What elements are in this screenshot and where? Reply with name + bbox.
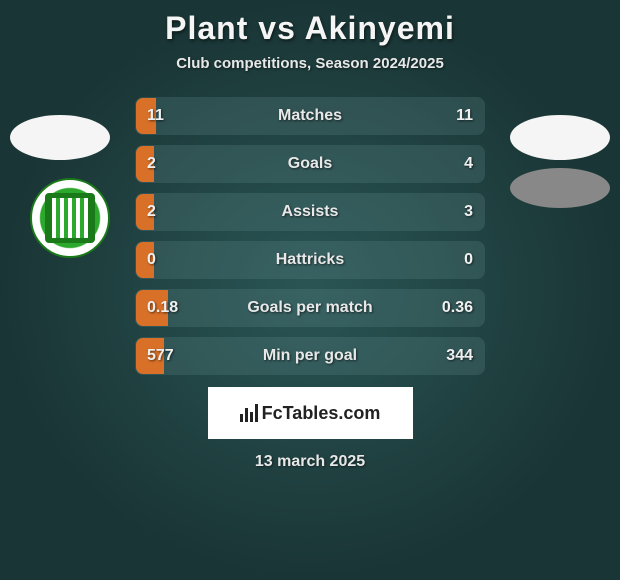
team-badge-left <box>30 178 110 258</box>
stat-row: 577 Min per goal 344 <box>135 337 485 375</box>
stat-row: 2 Goals 4 <box>135 145 485 183</box>
branding-banner[interactable]: FcTables.com <box>208 387 413 439</box>
stat-label: Goals per match <box>247 299 372 317</box>
team-badge-right <box>510 168 610 208</box>
date-label: 13 march 2025 <box>0 453 620 471</box>
player-left-oval <box>10 115 110 160</box>
stat-label: Min per goal <box>263 347 357 365</box>
stat-row: 0 Hattricks 0 <box>135 241 485 279</box>
stat-value-left: 577 <box>147 347 174 365</box>
badge-stripes <box>52 198 88 238</box>
stat-row: 2 Assists 3 <box>135 193 485 231</box>
stat-value-right: 0 <box>464 251 473 269</box>
stat-label: Assists <box>282 203 339 221</box>
page-title: Plant vs Akinyemi <box>0 10 620 47</box>
branding-text: FcTables.com <box>262 403 381 424</box>
stat-value-right: 3 <box>464 203 473 221</box>
stat-value-right: 4 <box>464 155 473 173</box>
stat-value-left: 0.18 <box>147 299 178 317</box>
player-right-oval <box>510 115 610 160</box>
stat-row: 0.18 Goals per match 0.36 <box>135 289 485 327</box>
stat-value-left: 2 <box>147 155 156 173</box>
stat-value-left: 2 <box>147 203 156 221</box>
page-subtitle: Club competitions, Season 2024/2025 <box>0 55 620 72</box>
stat-value-left: 0 <box>147 251 156 269</box>
stat-label: Matches <box>278 107 342 125</box>
stat-value-right: 344 <box>446 347 473 365</box>
stat-value-right: 11 <box>456 107 473 125</box>
stat-label: Hattricks <box>276 251 344 269</box>
stat-label: Goals <box>288 155 332 173</box>
stat-value-left: 11 <box>147 107 164 125</box>
stat-value-right: 0.36 <box>442 299 473 317</box>
stat-row: 11 Matches 11 <box>135 97 485 135</box>
comparison-card: Plant vs Akinyemi Club competitions, Sea… <box>0 0 620 481</box>
chart-icon <box>240 404 258 422</box>
